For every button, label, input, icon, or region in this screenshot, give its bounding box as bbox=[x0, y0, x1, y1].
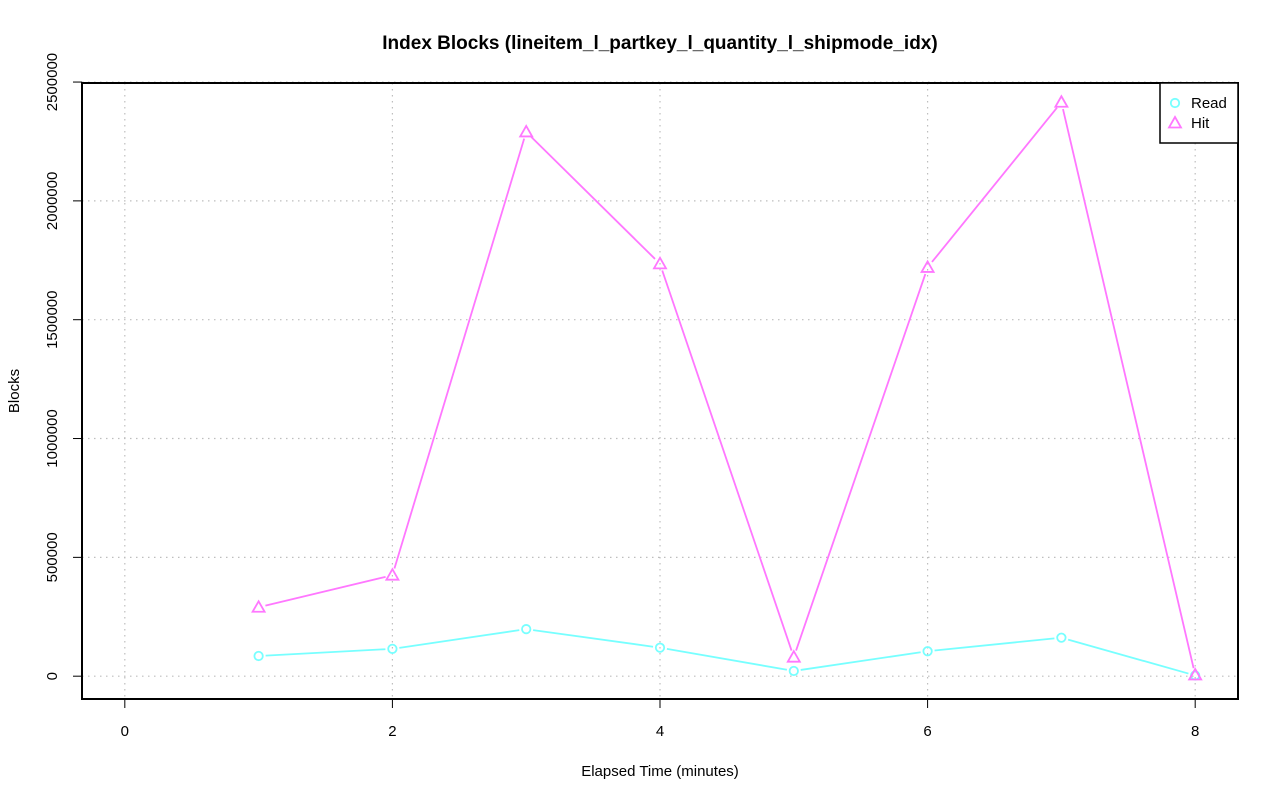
legend-read-marker bbox=[1169, 97, 1181, 109]
x-axis: 0 2 4 6 8 bbox=[121, 699, 1199, 740]
series-hit-point bbox=[251, 599, 267, 613]
series-hit-point bbox=[652, 256, 668, 270]
series-read-point bbox=[253, 650, 264, 662]
y-axis-label: Blocks bbox=[6, 369, 23, 413]
y-tick-label: 1500000 bbox=[44, 291, 61, 349]
legend: Read Hit bbox=[1159, 82, 1239, 144]
chart-title: Index Blocks (lineitem_l_partkey_l_quant… bbox=[382, 33, 937, 54]
legend-read-label: Read bbox=[1191, 95, 1227, 112]
x-tick-label: 6 bbox=[923, 723, 931, 740]
y-axis: 0 500000 1000000 1500000 2000000 2500000 bbox=[44, 53, 82, 680]
series-hit-point bbox=[384, 567, 400, 581]
series-layer bbox=[251, 94, 1203, 681]
series-read-segment bbox=[265, 648, 386, 657]
y-tick-label: 2000000 bbox=[44, 172, 61, 230]
series-hit-point bbox=[786, 649, 802, 663]
series-read-point bbox=[922, 646, 933, 657]
y-tick-label: 500000 bbox=[44, 532, 61, 582]
series-hit-point bbox=[1053, 94, 1069, 108]
x-tick-label: 2 bbox=[388, 723, 396, 740]
series-read bbox=[253, 624, 1201, 681]
series-hit-segment bbox=[795, 273, 927, 651]
series-hit-segment bbox=[661, 270, 793, 651]
series-read-point bbox=[1056, 632, 1067, 643]
series-read-segment bbox=[533, 629, 654, 648]
series-read-segment bbox=[800, 651, 921, 671]
series-read-segment bbox=[934, 637, 1055, 652]
legend-hit-marker bbox=[1167, 115, 1183, 129]
legend-hit-label: Hit bbox=[1191, 115, 1210, 132]
series-hit-segment bbox=[265, 575, 386, 607]
series-read-segment bbox=[399, 629, 520, 649]
series-hit-point bbox=[518, 124, 534, 138]
x-axis-label: Elapsed Time (minutes) bbox=[581, 763, 739, 780]
series-hit-segment bbox=[931, 107, 1058, 263]
series-read-point bbox=[387, 643, 398, 654]
y-tick-label: 1000000 bbox=[44, 409, 61, 467]
y-tick-label: 2500000 bbox=[44, 53, 61, 111]
series-hit-segment bbox=[530, 136, 656, 260]
series-read-point bbox=[521, 624, 532, 635]
series-read-segment bbox=[1067, 638, 1189, 675]
series-hit-segment bbox=[1062, 108, 1195, 669]
series-read-segment bbox=[666, 647, 788, 671]
x-tick-label: 8 bbox=[1191, 723, 1199, 740]
series-hit bbox=[251, 94, 1203, 681]
legend-box bbox=[1159, 82, 1239, 144]
series-hit-segment bbox=[393, 138, 526, 569]
series-hit-point bbox=[920, 259, 936, 273]
y-tick-label: 0 bbox=[44, 672, 61, 680]
series-read-point bbox=[654, 642, 666, 653]
series-read-point bbox=[788, 665, 799, 677]
x-tick-label: 0 bbox=[121, 723, 129, 740]
series-hit-point bbox=[1187, 667, 1203, 681]
x-tick-label: 4 bbox=[656, 723, 664, 740]
